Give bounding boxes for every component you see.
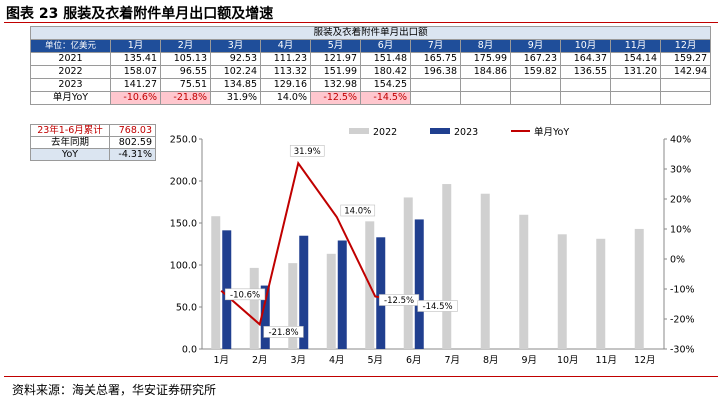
- table-row: 2023 141.27 75.51 134.85 129.16 132.98 154.25: [30, 78, 712, 92]
- month-header: 9月: [510, 39, 561, 53]
- x-tick-label: 3月: [290, 355, 306, 366]
- month-header: 2月: [160, 39, 211, 53]
- legend-label-2022: 2022: [373, 127, 397, 138]
- yoy-data-label: -14.5%: [423, 302, 453, 312]
- export-table: 服装及衣着附件单月出口额 单位：亿美元 1月 2月 3月 4月 5月 6月 7月 8月 9月 10…: [29, 26, 712, 105]
- y2-tick-label: -30%: [670, 345, 695, 356]
- yoy-data-label-box: [340, 204, 376, 217]
- bar-2023: [414, 219, 424, 349]
- y-tick-label: 0.0: [182, 345, 197, 356]
- yoy-data-label-box: [224, 288, 266, 301]
- table-cell: -21.8%: [160, 91, 211, 105]
- x-tick-label: 2月: [252, 355, 268, 366]
- bar-2022: [596, 238, 606, 349]
- bar-2022: [249, 267, 259, 349]
- y-tick-label: 250.0: [170, 135, 197, 146]
- month-header: 5月: [310, 39, 361, 53]
- yoy-data-label-box: [378, 294, 420, 306]
- table-row: 单月YoY -10.6% -21.8% 31.9% 14.0% -12.5% -14.5%: [30, 91, 712, 105]
- summary-row: 去年同期 802.59: [30, 136, 156, 149]
- x-tick-label: 6月: [406, 355, 422, 366]
- x-tick-label: 11月: [595, 355, 617, 366]
- y-tick-label: 200.0: [170, 177, 197, 188]
- x-tick-label: 4月: [329, 355, 345, 366]
- table-header-row: 单位：亿美元 1月 2月 3月 4月 5月 6月 7月 8月 9月 10月 11月 12月: [30, 39, 712, 53]
- yoy-data-label: 14.0%: [344, 207, 371, 217]
- table-cell: -12.5%: [310, 91, 361, 105]
- legend-swatch-2023: [430, 128, 450, 134]
- month-header: 11月: [610, 39, 661, 53]
- legend-label-yoy: 单月YoY: [534, 126, 569, 138]
- yoy-data-label: -12.5%: [384, 296, 414, 306]
- y-tick-label: 50.0: [176, 303, 197, 314]
- x-tick-label: 10月: [557, 355, 579, 366]
- month-header: 1月: [110, 39, 161, 53]
- unit-label: 单位：亿美元: [30, 39, 111, 53]
- yoy-data-label-box: [289, 145, 325, 157]
- table-cell: -14.5%: [360, 91, 411, 105]
- y2-tick-label: -10%: [670, 285, 695, 296]
- source-note: 资料来源：海关总署，华安证券研究所: [12, 383, 217, 397]
- bar-2023: [376, 237, 386, 349]
- table-cell: 14.0%: [260, 91, 311, 105]
- table-row: 2021 135.41 105.13 92.53 111.23 121.97 151.48 1…: [30, 52, 712, 66]
- bar-2023: [260, 285, 270, 349]
- summary-table: 23年1-6月累计 768.03 去年同期 802.59 YoY -4.31%: [30, 124, 156, 161]
- bar-2022: [288, 263, 298, 349]
- summary-label: YoY: [30, 148, 110, 161]
- table-cell: 31.9%: [210, 91, 261, 105]
- x-tick-label: 12月: [634, 355, 656, 366]
- x-tick-label: 8月: [483, 355, 499, 366]
- figure-title: 图表 23 服装及衣着附件单月出口额及增速: [6, 6, 274, 22]
- summary-row: YoY -4.31%: [30, 148, 156, 161]
- y2-tick-label: 30%: [670, 165, 691, 176]
- bar-2022: [634, 228, 644, 349]
- table-cell: [659, 91, 712, 105]
- yoy-data-label: -10.6%: [230, 290, 260, 300]
- y2-tick-label: 20%: [670, 195, 691, 206]
- month-header: 7月: [410, 39, 461, 53]
- title-rule: [4, 22, 718, 23]
- bar-2022: [519, 214, 529, 349]
- y2-tick-label: 0%: [670, 255, 685, 266]
- y-tick-label: 100.0: [170, 261, 197, 272]
- yoy-data-label: 31.9%: [294, 147, 321, 157]
- legend-swatch-2022: [349, 128, 369, 134]
- y2-tick-label: -20%: [670, 315, 695, 326]
- table-cell: -10.6%: [110, 91, 161, 105]
- y-tick-label: 150.0: [170, 219, 197, 230]
- bar-2022: [403, 197, 413, 349]
- bar-2023: [299, 235, 309, 349]
- y2-tick-label: 10%: [670, 225, 691, 236]
- x-tick-label: 9月: [521, 355, 537, 366]
- bar-2022: [211, 216, 221, 349]
- x-tick-label: 1月: [213, 355, 229, 366]
- bar-2022: [442, 184, 452, 349]
- summary-row: 23年1-6月累计 768.03: [30, 124, 156, 137]
- summary-value: -4.31%: [109, 148, 156, 161]
- x-tick-label: 5月: [367, 355, 383, 366]
- y2-tick-label: 40%: [670, 135, 691, 146]
- bar-2022: [480, 193, 490, 349]
- yoy-data-label: -21.8%: [269, 328, 299, 338]
- bar-2023: [337, 240, 347, 349]
- month-header: 12月: [659, 39, 712, 53]
- bar-2022: [326, 253, 336, 349]
- yoy-data-label-box: [417, 300, 458, 312]
- bar-2022: [557, 234, 567, 349]
- source-rule: [4, 376, 718, 377]
- x-tick-label: 7月: [444, 355, 460, 366]
- row-label: 单月YoY: [30, 91, 111, 105]
- legend-label-2023: 2023: [454, 127, 478, 138]
- yoy-data-label-box: [263, 326, 304, 338]
